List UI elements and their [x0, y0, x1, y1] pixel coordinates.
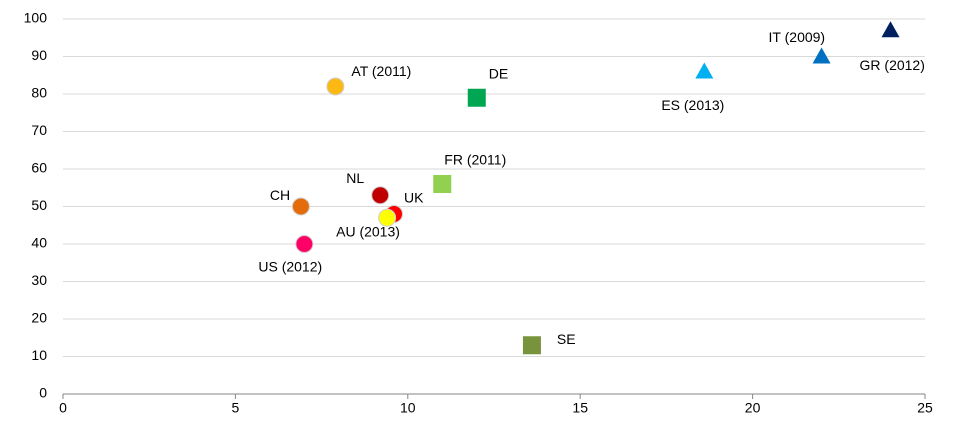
- x-tick-label: 25: [917, 400, 933, 416]
- point-label: UK: [404, 190, 424, 206]
- point-label: FR (2011): [444, 152, 506, 168]
- marker: [695, 62, 714, 79]
- y-tick-label: 100: [24, 10, 48, 26]
- y-tick-label: 40: [31, 235, 47, 251]
- y-tick-label: 0: [39, 385, 47, 401]
- y-tick-label: 30: [31, 272, 47, 288]
- point-label: US (2012): [258, 259, 322, 275]
- x-tick-label: 15: [572, 400, 588, 416]
- y-tick-label: 10: [31, 347, 47, 363]
- point-label: CH: [270, 187, 290, 203]
- point-label: NL: [346, 170, 364, 186]
- x-tick-label: 20: [745, 400, 761, 416]
- marker: [326, 77, 345, 96]
- marker: [433, 175, 452, 193]
- point-label: SE: [557, 331, 576, 347]
- x-tick-label: 0: [59, 400, 67, 416]
- marker: [295, 235, 314, 253]
- point-label: GR (2012): [860, 57, 925, 73]
- x-tick-label: 5: [232, 400, 240, 416]
- marker: [378, 208, 397, 227]
- point-label: DE: [489, 65, 508, 81]
- point-label: IT (2009): [769, 29, 826, 45]
- marker: [291, 197, 310, 216]
- y-tick-label: 60: [31, 160, 47, 176]
- y-tick-label: 80: [31, 85, 47, 101]
- y-tick-label: 50: [31, 197, 47, 213]
- point-label: ES (2013): [661, 97, 724, 113]
- marker: [812, 47, 831, 64]
- point-label: AT (2011): [351, 63, 411, 79]
- point-label: AU (2013): [336, 223, 400, 239]
- marker: [881, 21, 900, 38]
- y-tick-label: 20: [31, 310, 47, 326]
- y-tick-label: 70: [31, 122, 47, 138]
- marker: [371, 186, 390, 205]
- marker: [467, 88, 486, 107]
- y-tick-label: 90: [31, 47, 47, 63]
- x-tick-label: 10: [400, 400, 416, 416]
- marker: [522, 336, 541, 355]
